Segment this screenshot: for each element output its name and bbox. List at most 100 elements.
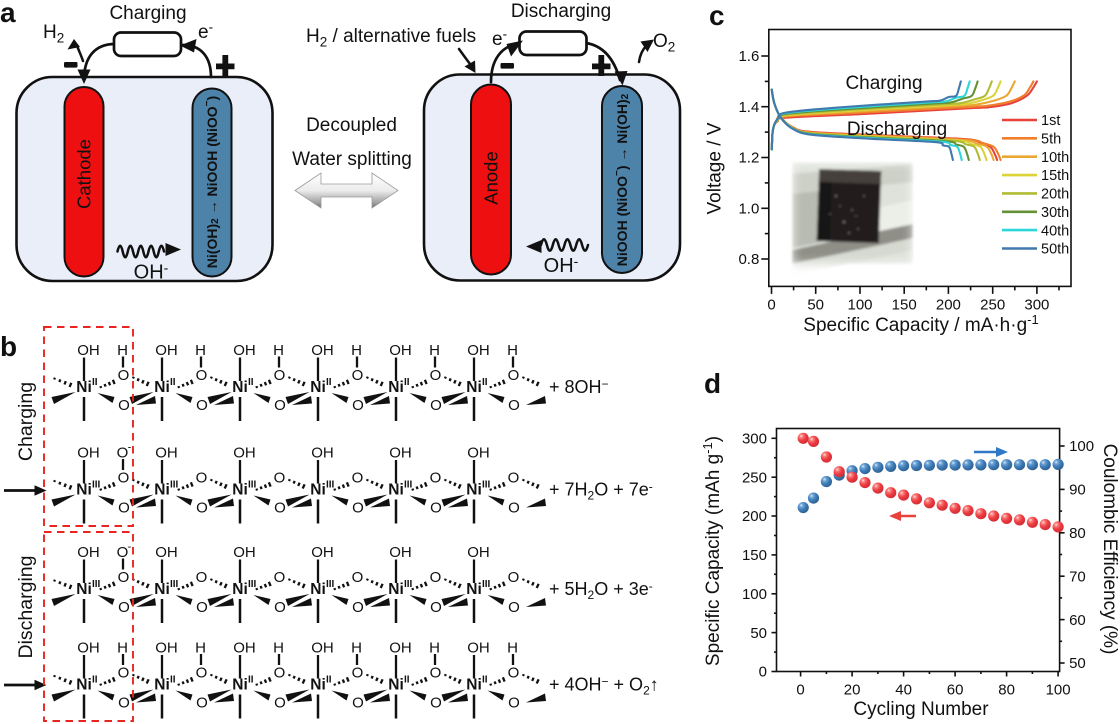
svg-text:0.8: 0.8: [738, 251, 759, 268]
svg-text:O: O: [117, 445, 129, 462]
svg-text:Ni: Ni: [388, 677, 404, 694]
svg-text:OH: OH: [77, 640, 100, 657]
svg-text:II: II: [326, 675, 332, 686]
svg-text:1.0: 1.0: [738, 201, 759, 218]
svg-text:200: 200: [936, 296, 961, 313]
svg-text:O: O: [430, 500, 442, 517]
svg-text:O: O: [430, 599, 442, 616]
svg-text:H: H: [273, 342, 284, 359]
svg-text:H2 / alternative fuels: H2 / alternative fuels: [306, 26, 476, 50]
svg-text:O: O: [274, 695, 286, 712]
svg-text:II: II: [404, 675, 410, 686]
svg-text:OH: OH: [467, 342, 490, 359]
svg-text:III: III: [248, 579, 257, 590]
svg-text:OH: OH: [389, 342, 412, 359]
svg-text:O: O: [118, 665, 130, 682]
svg-text:H: H: [351, 640, 362, 657]
svg-text:O: O: [430, 569, 442, 586]
svg-text:150: 150: [892, 296, 917, 313]
svg-text:20: 20: [844, 682, 861, 699]
svg-text:O: O: [352, 695, 364, 712]
svg-text:NiOOH (NiOO−) → Ni(OH)2: NiOOH (NiOO−) → Ni(OH)2: [612, 93, 631, 266]
svg-text:OH: OH: [389, 640, 412, 657]
svg-text:OH: OH: [77, 544, 100, 561]
svg-text:O: O: [196, 367, 208, 384]
svg-text:H: H: [195, 342, 206, 359]
svg-text:Voltage / V: Voltage / V: [705, 122, 726, 214]
svg-text:Charging: Charging: [15, 382, 37, 461]
svg-text:60: 60: [1069, 612, 1086, 629]
svg-text:a: a: [0, 0, 16, 28]
svg-text:III: III: [326, 480, 335, 491]
svg-text:O: O: [196, 599, 208, 616]
svg-text:80: 80: [998, 682, 1015, 699]
svg-text:100: 100: [847, 296, 872, 313]
svg-text:OH: OH: [233, 640, 256, 657]
svg-text:OH: OH: [233, 342, 256, 359]
svg-text:Ni: Ni: [76, 581, 92, 598]
svg-text:II: II: [170, 675, 176, 686]
svg-text:e-: e-: [492, 27, 507, 51]
svg-text:OH: OH: [311, 342, 334, 359]
svg-text:OH: OH: [467, 640, 490, 657]
svg-text:Specific Capacity / mA·h·g-1: Specific Capacity / mA·h·g-1: [803, 312, 1038, 336]
svg-text:Ni: Ni: [76, 482, 92, 499]
svg-text:H: H: [117, 342, 128, 359]
svg-text:II: II: [326, 377, 332, 388]
svg-text:O: O: [352, 500, 364, 517]
svg-text:300: 300: [742, 431, 767, 448]
svg-text:Anode: Anode: [481, 151, 502, 205]
svg-text:OH: OH: [311, 640, 334, 657]
svg-text:Discharging: Discharging: [15, 556, 37, 659]
svg-text:II: II: [92, 377, 98, 388]
svg-text:O: O: [118, 367, 130, 384]
svg-text:O: O: [352, 569, 364, 586]
svg-text:250: 250: [980, 296, 1005, 313]
svg-text:III: III: [482, 579, 491, 590]
svg-text:OH-: OH-: [544, 253, 579, 277]
svg-text:50: 50: [807, 296, 824, 313]
svg-text:O: O: [430, 470, 442, 487]
svg-text:+ 8OH−: + 8OH−: [549, 377, 609, 397]
svg-text:250: 250: [742, 469, 767, 486]
svg-text:30th: 30th: [1041, 205, 1069, 221]
svg-text:O: O: [352, 470, 364, 487]
svg-text:Ni: Ni: [388, 581, 404, 598]
svg-text:O: O: [274, 470, 286, 487]
svg-text:1st: 1st: [1041, 113, 1060, 129]
svg-text:II: II: [248, 377, 254, 388]
svg-text:OH: OH: [311, 445, 334, 462]
svg-text:1.6: 1.6: [738, 48, 759, 65]
svg-text:c: c: [709, 0, 725, 31]
svg-text:Ni: Ni: [310, 379, 326, 396]
svg-text:Ni: Ni: [466, 581, 482, 598]
svg-text:Ni: Ni: [76, 677, 92, 694]
svg-text:Ni: Ni: [76, 379, 92, 396]
svg-text:H: H: [117, 640, 128, 657]
svg-text:90: 90: [1069, 482, 1086, 499]
svg-text:70: 70: [1069, 568, 1086, 585]
svg-text:Ni: Ni: [232, 581, 248, 598]
svg-text:II: II: [170, 377, 176, 388]
svg-text:Ni: Ni: [310, 581, 326, 598]
svg-text:III: III: [404, 480, 413, 491]
svg-text:O: O: [196, 470, 208, 487]
svg-text:200: 200: [742, 508, 767, 525]
svg-text:300: 300: [1024, 296, 1049, 313]
svg-text:II: II: [248, 675, 254, 686]
svg-text:OH: OH: [155, 544, 178, 561]
svg-text:Ni: Ni: [232, 482, 248, 499]
svg-text:H: H: [195, 640, 206, 657]
svg-text:Decoupled: Decoupled: [306, 115, 397, 136]
svg-text:Cycling Number: Cycling Number: [853, 699, 989, 720]
svg-text:Specific Capacity (mAh g-1): Specific Capacity (mAh g-1): [700, 436, 724, 666]
svg-text:O: O: [508, 695, 520, 712]
svg-text:O: O: [118, 599, 130, 616]
svg-text:Ni: Ni: [154, 581, 170, 598]
svg-text:III: III: [248, 480, 257, 491]
svg-text:O: O: [274, 500, 286, 517]
svg-text:0: 0: [759, 664, 767, 681]
svg-text:H: H: [429, 640, 440, 657]
svg-text:80: 80: [1069, 525, 1086, 542]
svg-text:O: O: [274, 599, 286, 616]
